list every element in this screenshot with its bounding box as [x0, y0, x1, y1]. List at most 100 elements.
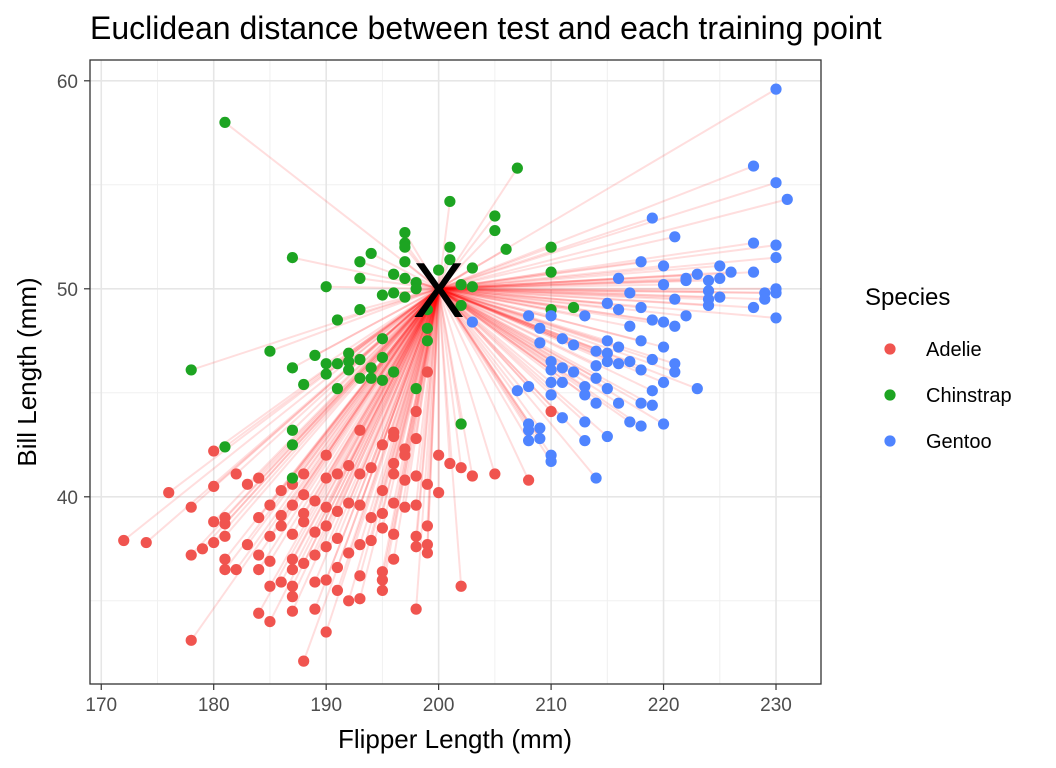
distance-line	[325, 288, 440, 456]
distance-line	[437, 288, 530, 442]
point-gentoo	[545, 389, 557, 401]
point-adelie	[376, 574, 388, 586]
point-adelie	[343, 595, 355, 607]
distance-line	[336, 288, 440, 591]
point-chinstrap	[286, 424, 299, 436]
distance-line	[291, 288, 440, 560]
point-chinstrap	[365, 362, 377, 374]
point-adelie	[545, 405, 557, 418]
point-gentoo	[646, 212, 658, 224]
distance-line	[437, 288, 586, 423]
point-gentoo	[657, 260, 670, 272]
distance-line	[269, 287, 439, 353]
point-adelie	[376, 584, 388, 597]
point-adelie	[298, 655, 310, 667]
point-adelie	[253, 564, 265, 576]
x-tick-label: 190	[310, 695, 342, 716]
distance-line	[438, 287, 664, 384]
point-chinstrap	[399, 272, 411, 284]
distance-line	[438, 198, 788, 290]
legend-key-adelie	[884, 343, 896, 355]
point-adelie	[208, 516, 220, 528]
distance-lines	[123, 88, 788, 662]
point-chinstrap	[309, 349, 321, 361]
point-gentoo	[523, 310, 535, 322]
distance-line	[438, 287, 709, 307]
distance-line	[201, 288, 440, 550]
point-adelie	[421, 520, 433, 532]
point-gentoo	[635, 301, 647, 314]
point-chinstrap	[388, 287, 400, 299]
distance-line	[269, 288, 440, 587]
point-gentoo	[657, 341, 670, 353]
point-adelie	[399, 449, 411, 461]
point-adelie	[331, 468, 344, 480]
legend-key-gentoo	[884, 435, 896, 447]
distance-line	[437, 288, 530, 388]
point-chinstrap	[545, 241, 557, 253]
point-adelie	[410, 405, 422, 418]
point-gentoo	[635, 420, 647, 432]
x-tick-label: 220	[648, 695, 680, 716]
point-adelie	[410, 530, 422, 542]
point-gentoo	[556, 333, 568, 345]
point-gentoo	[556, 412, 568, 424]
point-chinstrap	[466, 262, 478, 274]
y-tick-label: 40	[57, 488, 78, 509]
point-adelie	[421, 478, 433, 490]
distance-line	[438, 277, 720, 290]
point-gentoo	[770, 287, 782, 299]
x-tick-label: 230	[760, 695, 792, 716]
data-points	[118, 83, 793, 667]
plot-panel-border	[89, 59, 822, 685]
point-adelie	[241, 478, 254, 490]
distance-line	[246, 288, 440, 486]
point-chinstrap	[343, 347, 355, 359]
distance-line	[426, 288, 440, 554]
distance-line	[314, 287, 440, 357]
distance-line	[438, 287, 698, 390]
distance-line	[314, 288, 440, 533]
distance-line	[213, 288, 440, 488]
point-gentoo	[579, 380, 591, 393]
distance-line	[438, 287, 608, 342]
point-gentoo	[511, 385, 523, 397]
point-adelie	[354, 468, 366, 480]
point-adelie	[286, 580, 299, 592]
point-gentoo	[714, 272, 726, 284]
point-adelie	[298, 516, 310, 528]
legend-label-gentoo: Gentoo	[926, 431, 992, 453]
point-chinstrap	[444, 254, 456, 266]
distance-line	[438, 287, 676, 373]
point-chinstrap	[444, 195, 456, 208]
distance-line	[145, 288, 440, 544]
distance-line	[404, 232, 440, 290]
distance-line	[291, 288, 440, 571]
point-adelie	[331, 561, 344, 574]
point-adelie	[388, 468, 400, 480]
point-adelie	[264, 580, 276, 592]
point-gentoo	[567, 366, 580, 378]
distance-line	[257, 288, 440, 571]
distance-line	[438, 277, 687, 290]
distance-line	[426, 288, 440, 485]
point-chinstrap	[264, 345, 276, 357]
point-gentoo	[590, 397, 602, 409]
distance-line	[438, 287, 608, 390]
distance-line	[403, 288, 440, 456]
distance-line	[291, 288, 440, 446]
point-adelie	[388, 497, 400, 509]
distance-line	[438, 88, 777, 290]
point-adelie	[343, 497, 355, 509]
x-tick-label: 170	[85, 695, 117, 716]
point-adelie	[320, 472, 332, 484]
point-gentoo	[612, 397, 625, 409]
distance-line	[437, 288, 463, 587]
legend-key-chinstrap	[884, 389, 896, 401]
point-gentoo	[590, 360, 602, 372]
distance-line	[348, 288, 440, 363]
distance-line	[438, 287, 541, 344]
point-adelie	[275, 484, 287, 497]
point-gentoo	[770, 177, 782, 189]
x-tick-label: 210	[535, 695, 567, 716]
